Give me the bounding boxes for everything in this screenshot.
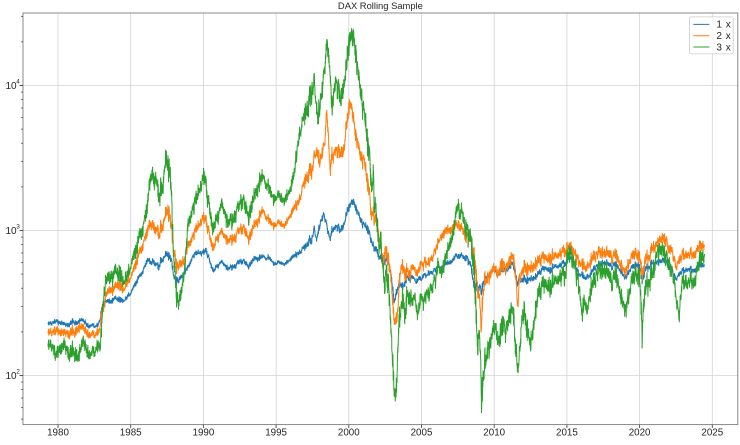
svg-text:2000: 2000 <box>338 428 360 439</box>
svg-text:2 x: 2 x <box>716 31 731 42</box>
svg-text:1995: 1995 <box>265 428 287 439</box>
svg-text:10: 10 <box>6 226 18 237</box>
svg-text:2015: 2015 <box>556 428 578 439</box>
svg-text:3 x: 3 x <box>716 42 731 53</box>
svg-text:2010: 2010 <box>483 428 505 439</box>
svg-text:2: 2 <box>16 369 20 376</box>
svg-text:10: 10 <box>6 81 18 92</box>
svg-text:1 x: 1 x <box>716 20 731 31</box>
svg-text:DAX Rolling Sample: DAX Rolling Sample <box>338 0 423 11</box>
svg-text:2025: 2025 <box>701 428 723 439</box>
svg-text:2005: 2005 <box>411 428 433 439</box>
svg-text:3: 3 <box>16 224 20 231</box>
svg-text:1990: 1990 <box>193 428 215 439</box>
svg-text:1980: 1980 <box>47 428 69 439</box>
svg-text:1985: 1985 <box>120 428 142 439</box>
svg-text:10: 10 <box>6 371 18 382</box>
svg-text:2020: 2020 <box>629 428 651 439</box>
svg-text:4: 4 <box>16 79 20 86</box>
